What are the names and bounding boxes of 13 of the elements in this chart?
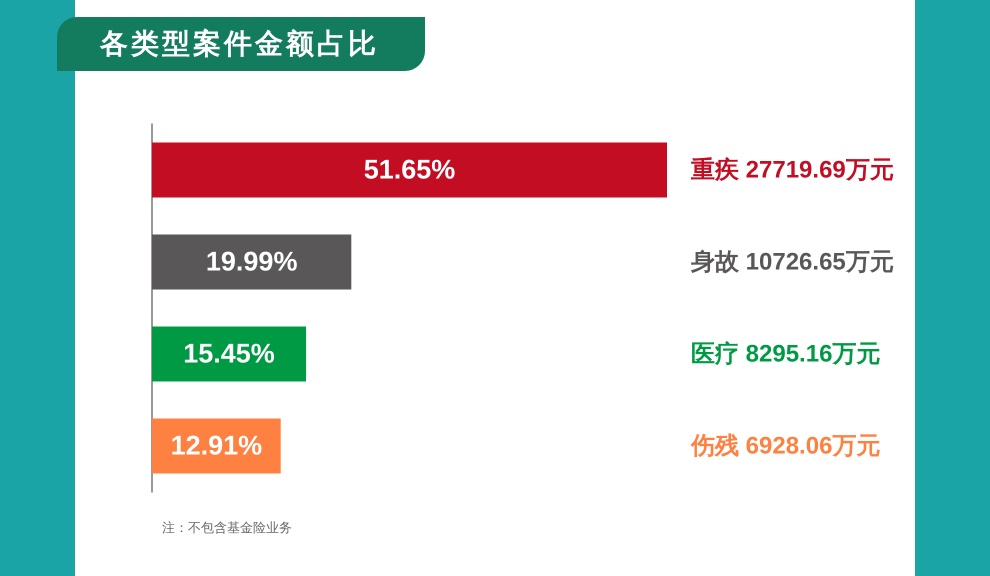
chart-title: 各类型案件金额占比 [57,17,425,71]
y-tick-label: 伤残 6928.06万元 [690,432,880,460]
data-label: 19.99% [206,246,298,276]
y-tick-label: 医疗 8295.16万元 [691,340,880,368]
y-tick-label: 身故 10726.65万元 [690,248,894,276]
text: 注：不包含基金险业务 [162,519,292,537]
bar [152,142,667,198]
data-label: 12.91% [170,430,262,460]
y-tick-label: 重疾 27719.69万元 [690,156,894,184]
bar [152,234,352,290]
bar [152,326,306,382]
data-label: 51.65% [364,154,456,184]
data-label: 15.45% [183,338,275,368]
